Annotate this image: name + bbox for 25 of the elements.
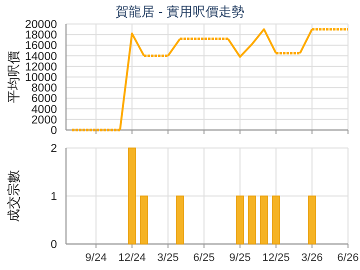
x-tick-label: 12/24 bbox=[118, 252, 146, 264]
y-tick-label: 18000 bbox=[25, 30, 57, 42]
y-tick-label: 0 bbox=[50, 239, 57, 251]
y-tick-label: 0 bbox=[50, 125, 57, 137]
x-tick-label: 12/25 bbox=[262, 252, 290, 264]
y-tick-label: 14000 bbox=[25, 50, 57, 63]
y-axis-title: 成交宗數 bbox=[6, 170, 21, 222]
x-tick-label: 6/26 bbox=[337, 252, 359, 264]
x-tick-label: 6/25 bbox=[193, 252, 215, 264]
x-tick-label: 3/25 bbox=[157, 252, 179, 264]
y-tick-label: 2000 bbox=[31, 114, 57, 126]
chart-title: 賀龍居 - 實用呎價走勢 bbox=[116, 4, 244, 19]
y-tick-label: 6000 bbox=[31, 93, 57, 106]
y-tick-label: 2 bbox=[50, 143, 57, 155]
y-tick-label: 1 bbox=[50, 191, 57, 203]
x-tick-label: 3/26 bbox=[301, 252, 323, 264]
y-axis-title: 平均呎價 bbox=[6, 51, 21, 103]
y-tick-label: 20000 bbox=[25, 19, 57, 31]
y-tick-label: 8000 bbox=[31, 82, 57, 95]
y-tick-label: 12000 bbox=[25, 61, 57, 74]
x-tick-label: 9/25 bbox=[229, 252, 251, 264]
y-tick-label: 10000 bbox=[25, 72, 57, 84]
x-tick-label: 9/24 bbox=[85, 252, 107, 264]
y-tick-label: 16000 bbox=[25, 40, 57, 52]
y-tick-label: 4000 bbox=[31, 104, 57, 116]
